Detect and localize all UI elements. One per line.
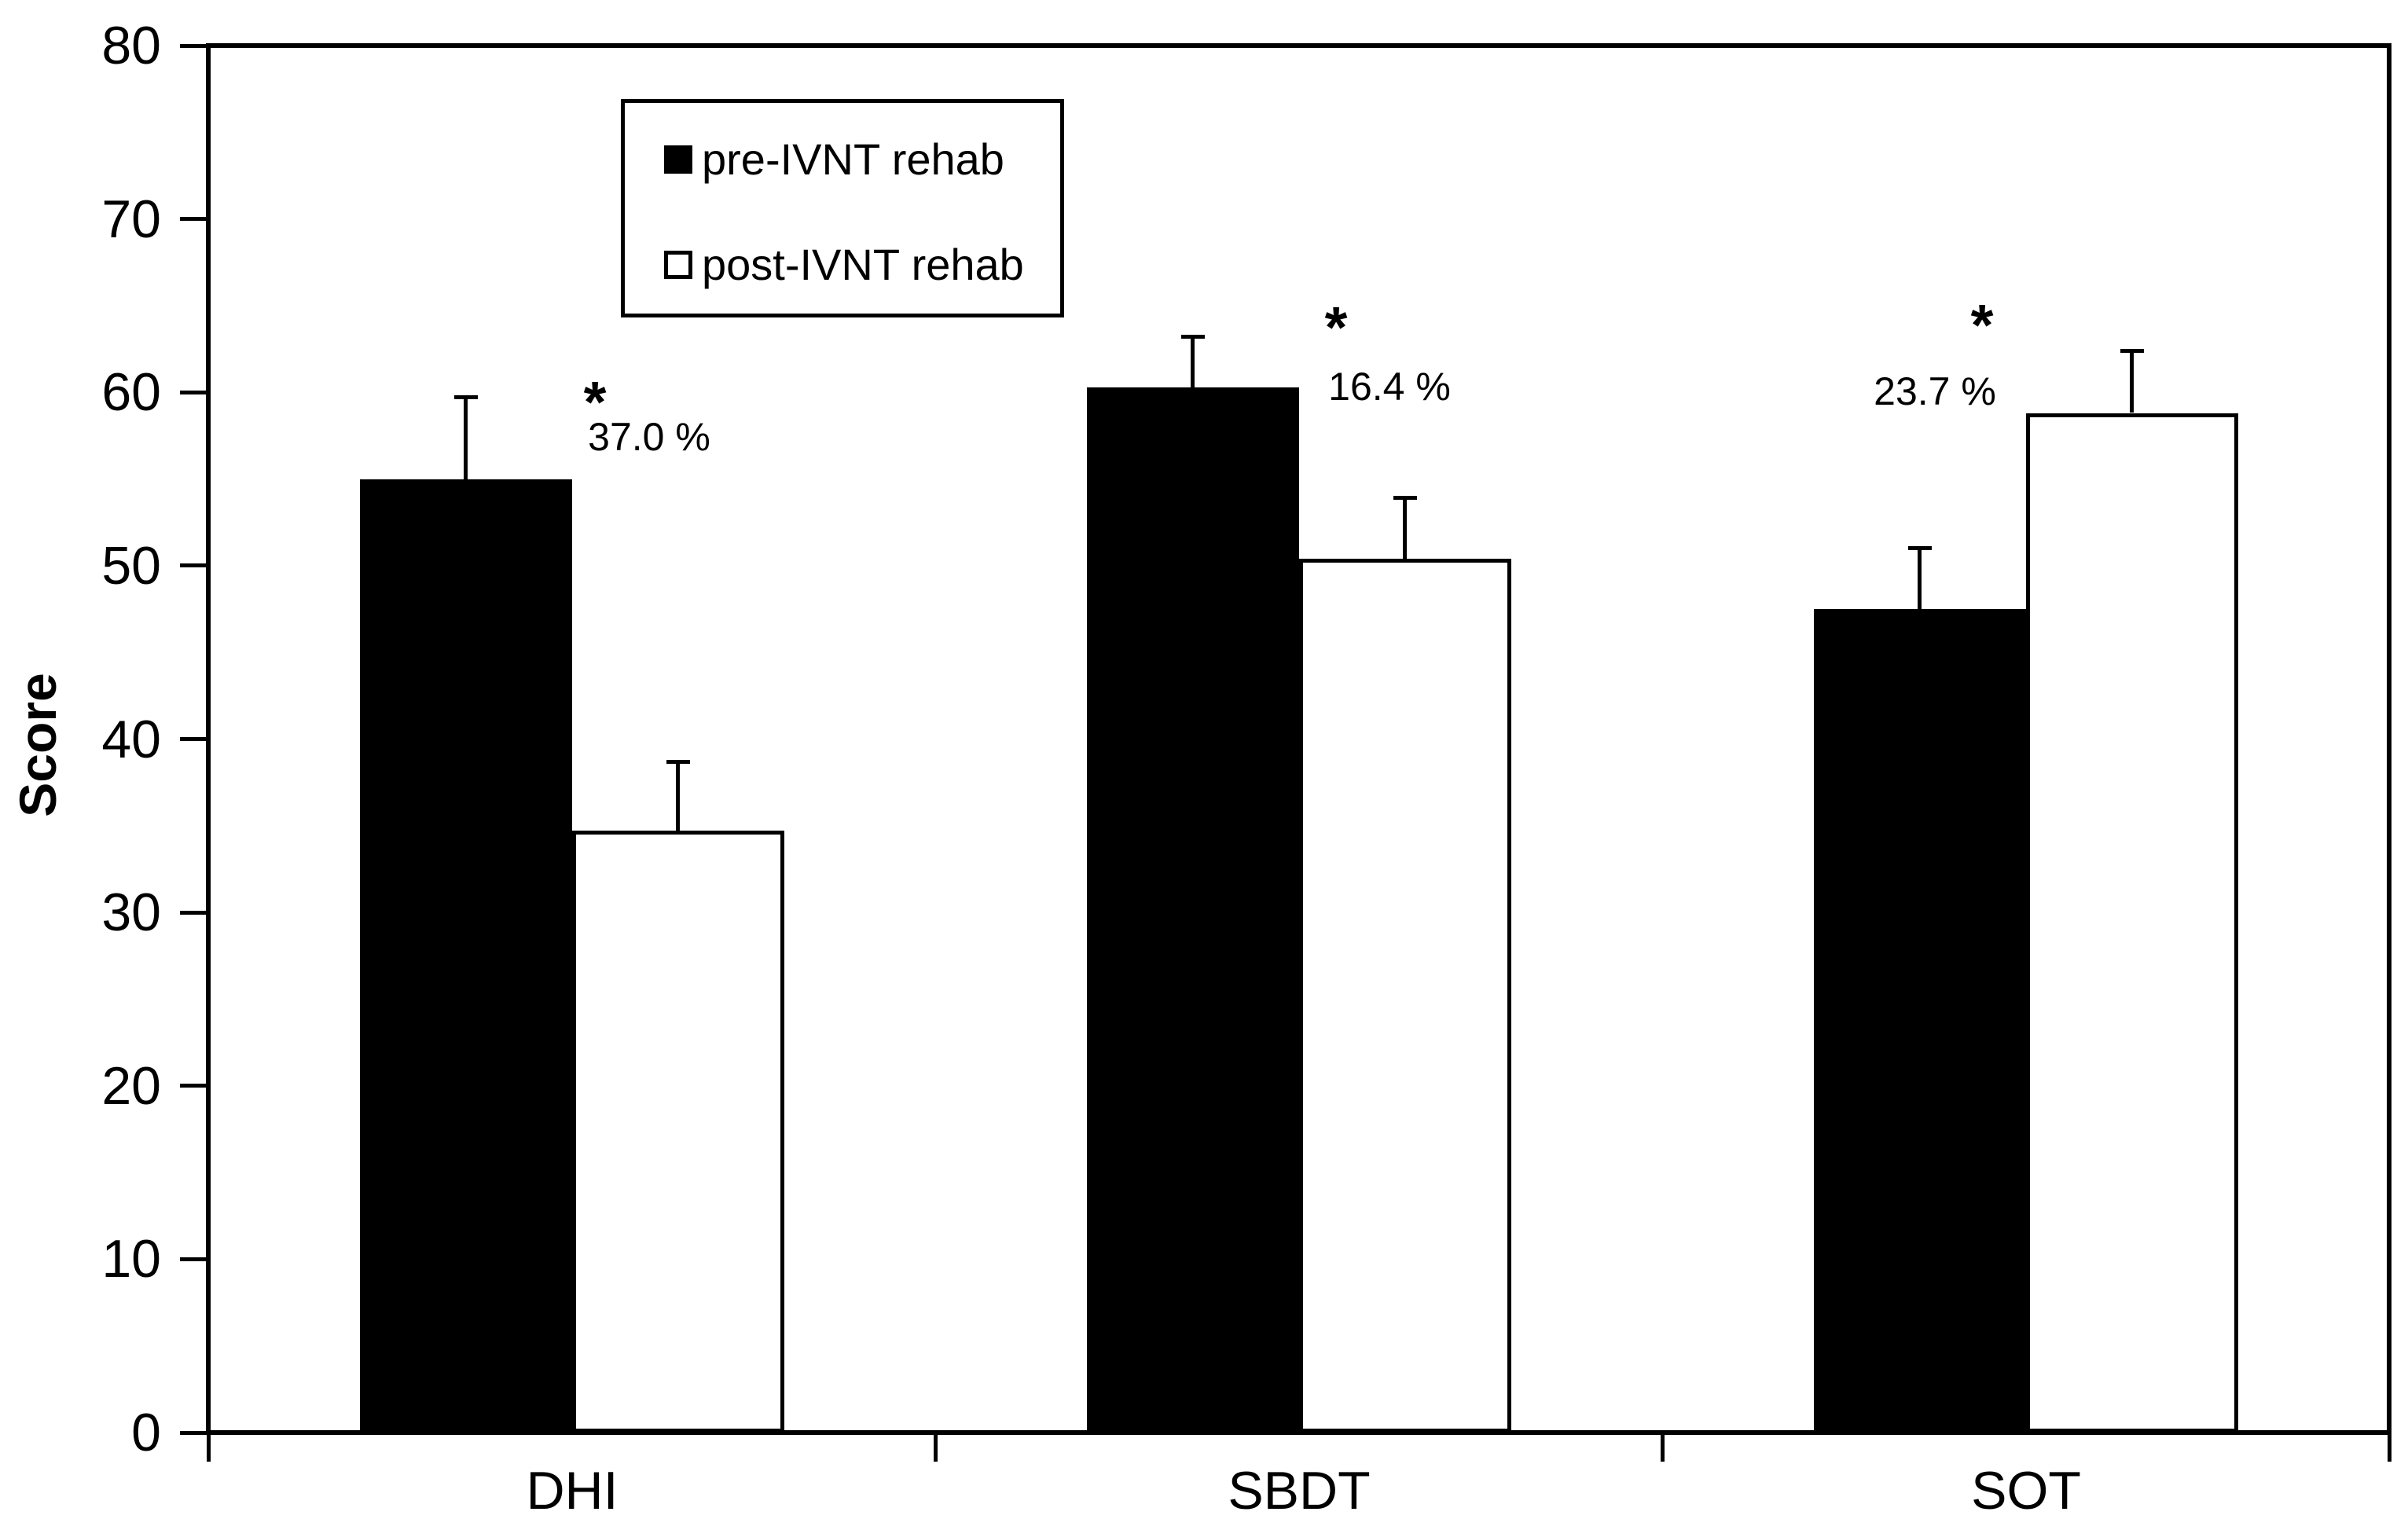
- error-bar-cap: [1181, 335, 1205, 339]
- significance-star: *: [1970, 292, 1994, 358]
- x-category-label: DHI: [526, 1461, 619, 1521]
- error-bar-stem: [464, 398, 468, 479]
- percent-change-label: 23.7 %: [1874, 369, 1996, 413]
- y-tick: [180, 391, 208, 394]
- x-tick: [207, 1435, 211, 1462]
- y-tick-label: 60: [101, 362, 161, 422]
- bar-post-SBDT: [1299, 559, 1511, 1433]
- y-tick: [180, 217, 208, 221]
- plot-right-border: [2387, 43, 2391, 1435]
- y-tick: [180, 1431, 208, 1435]
- y-tick-label: 80: [101, 16, 161, 75]
- y-tick-label: 20: [101, 1056, 161, 1116]
- legend-label-post: post-IVNT rehab: [702, 240, 1024, 289]
- error-bar-cap: [1908, 546, 1932, 550]
- plot-top-border: [206, 43, 2391, 48]
- y-tick: [180, 563, 208, 567]
- legend-item-pre: pre-IVNT rehab: [664, 138, 1052, 182]
- x-tick: [2388, 1435, 2391, 1462]
- y-tick: [180, 911, 208, 915]
- y-tick-label: 30: [101, 882, 161, 942]
- y-tick: [180, 1257, 208, 1261]
- legend-label-pre: pre-IVNT rehab: [702, 134, 1004, 184]
- error-bar-stem: [676, 761, 680, 831]
- y-axis-line: [206, 43, 211, 1435]
- percent-change-label: 37.0 %: [588, 415, 710, 459]
- post-series-swatch-icon: [664, 251, 692, 279]
- y-tick: [180, 1084, 208, 1088]
- error-bar-stem: [1403, 498, 1407, 559]
- y-tick: [180, 44, 208, 48]
- significance-star: *: [583, 369, 607, 435]
- x-category-label: SOT: [1971, 1461, 2081, 1521]
- y-tick-label: 50: [101, 536, 161, 596]
- bar-pre-DHI: [360, 479, 572, 1433]
- legend: pre-IVNT rehab post-IVNT rehab: [621, 99, 1064, 317]
- error-bar-stem: [2130, 350, 2134, 413]
- error-bar-cap: [2120, 349, 2144, 353]
- x-axis-line: [206, 1430, 2391, 1435]
- bar-post-DHI: [572, 831, 784, 1433]
- x-tick: [934, 1435, 938, 1462]
- y-tick-label: 40: [101, 710, 161, 769]
- y-tick-label: 70: [101, 189, 161, 249]
- error-bar-stem: [1191, 337, 1195, 387]
- bar-pre-SOT: [1814, 609, 2026, 1433]
- bar-pre-SBDT: [1087, 387, 1299, 1433]
- error-bar-cap: [666, 760, 690, 764]
- error-bar-cap: [454, 395, 478, 399]
- x-tick: [1661, 1435, 1665, 1462]
- legend-item-post: post-IVNT rehab: [664, 243, 1052, 287]
- percent-change-label: 16.4 %: [1328, 365, 1451, 409]
- significance-star: *: [1324, 295, 1348, 360]
- error-bar-cap: [1393, 496, 1417, 500]
- bar-post-SOT: [2026, 413, 2238, 1433]
- x-category-label: SBDT: [1228, 1461, 1371, 1521]
- y-tick-label: 10: [101, 1229, 161, 1289]
- y-tick: [180, 737, 208, 741]
- y-tick-label: 0: [131, 1403, 161, 1462]
- pre-series-swatch-icon: [664, 145, 692, 174]
- error-bar-stem: [1918, 549, 1922, 609]
